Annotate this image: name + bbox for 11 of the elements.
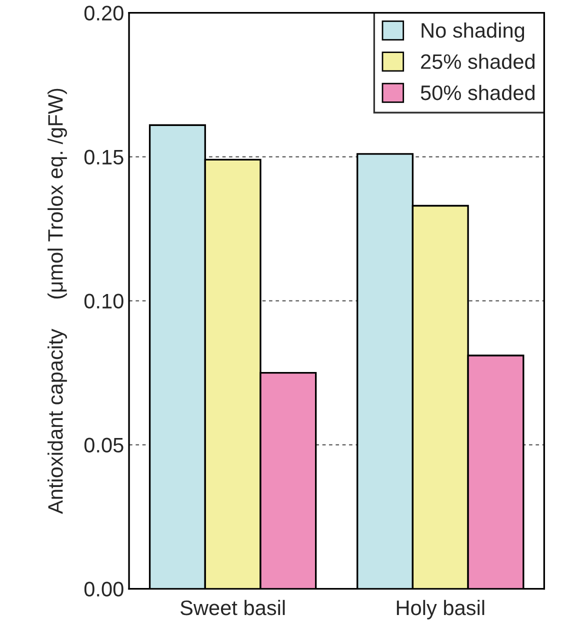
legend-label: No shading (422, 22, 524, 42)
y-tick-label: 0.15 (84, 150, 124, 165)
y-axis-title: Antioxidant capacity (μmol Trolox eq. /gFW) (48, 88, 67, 514)
legend-label: 50% shaded (420, 84, 534, 100)
legend-label: 25% shaded (421, 54, 534, 69)
y-tick-label: 0.20 (84, 6, 124, 21)
y-tick-label: 0.00 (84, 582, 124, 597)
x-tick-label: Holy basil (396, 600, 484, 620)
y-tick-label: 0.05 (84, 438, 124, 453)
y-tick-label: 0.10 (84, 294, 124, 309)
x-tick-label: Sweet basil (180, 600, 285, 616)
